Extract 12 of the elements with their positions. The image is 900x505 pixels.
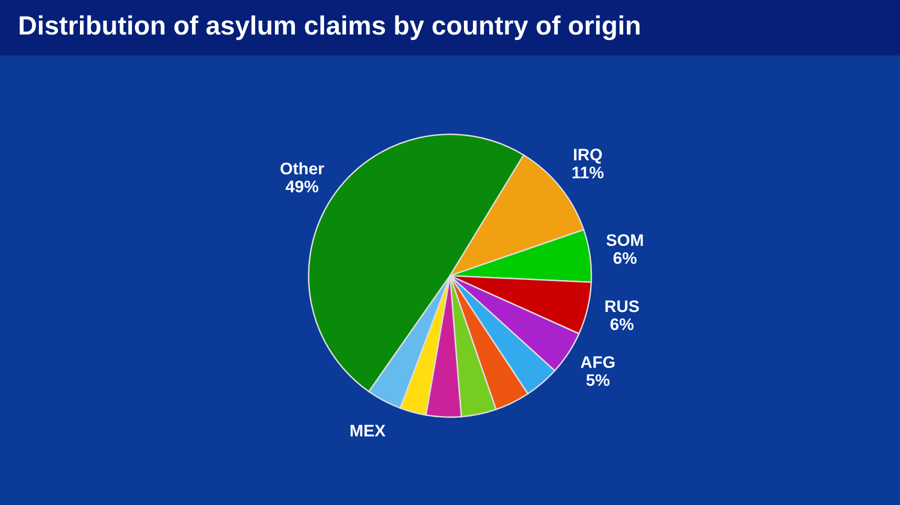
slice-label: SOM: [606, 234, 643, 246]
data-label: 49%: [286, 180, 318, 192]
data-label: 5%: [586, 374, 610, 386]
slice-label: MEX: [350, 424, 386, 436]
slice-label: Other: [280, 162, 324, 174]
slice-label: RUS: [605, 300, 639, 312]
data-label: 11%: [572, 166, 604, 178]
slice-label: IRQ: [574, 148, 602, 164]
data-label: 6%: [614, 252, 637, 264]
slice-label: AFG: [580, 356, 614, 368]
chart-title: Distribution of asylum claims by country of origin: [20, 15, 640, 40]
data-label: 6%: [610, 318, 634, 330]
